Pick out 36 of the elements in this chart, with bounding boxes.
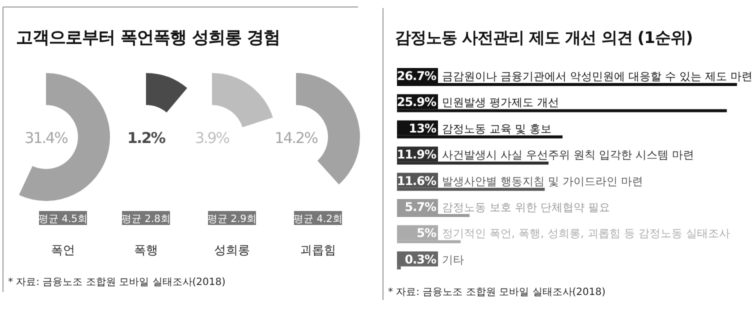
bar (397, 109, 727, 112)
text: 평균 4.5회 (38, 214, 88, 225)
category-label: 폭언 (51, 243, 75, 257)
bar (397, 135, 563, 138)
data-label: 31.4% (24, 129, 68, 147)
text: * 자료: 금융노조 조합원 모바일 실태조사(2018) (388, 287, 606, 298)
y-tick-label: 감정노동 교육 및 홍보 (442, 122, 552, 136)
chart-title: 감정노동 사전관리 제도 개선 의견 (1순위) (395, 28, 693, 47)
bar (397, 188, 545, 191)
data-label: 5.7% (404, 200, 436, 214)
text: 평균 2.8회 (121, 214, 171, 225)
data-label: 0.3% (404, 252, 436, 266)
y-tick-label: 금감원이나 금융기관에서 악성민원에 대응할 수 있는 제도 마련 (442, 70, 752, 83)
y-tick-label: 발생사안별 행동지침 및 가이드라인 마련 (442, 174, 643, 188)
category-label: 괴롭힘 (300, 243, 336, 257)
text: 고객으로부터 폭언폭행 성희롱 경험 (16, 28, 280, 48)
y-tick-label: 감정노동 보호 위한 단체협약 필요 (442, 201, 610, 214)
y-tick-label: 정기적인 폭언, 폭행, 성희롱, 괴롭힘 등 감정노동 실태조사 (442, 227, 730, 240)
bar (397, 240, 461, 244)
y-tick-label: 기타 (442, 253, 464, 266)
y-tick-label: 사건발생시 사실 우선주위 원칙 입각한 시스템 마련 (442, 148, 694, 162)
text: 평균 2.9회 (207, 214, 257, 225)
bar (397, 214, 470, 217)
data-label: 1.2% (127, 129, 166, 147)
data-label: 13% (408, 121, 436, 136)
category-label: 성희롱 (214, 243, 250, 257)
category-label: 폭행 (134, 243, 158, 257)
data-label: 5% (416, 226, 436, 240)
bar (397, 83, 737, 86)
bar (397, 162, 549, 165)
data-label: 14.2% (274, 129, 318, 147)
data-label: 3.9% (194, 129, 230, 147)
text: 평균 4.2회 (293, 214, 343, 225)
text: * 자료: 금융노조 조합원 모바일 실태조사(2018) (8, 277, 226, 288)
bar (397, 266, 401, 270)
y-tick-label: 민원발생 평가제도 개선 (442, 96, 559, 110)
